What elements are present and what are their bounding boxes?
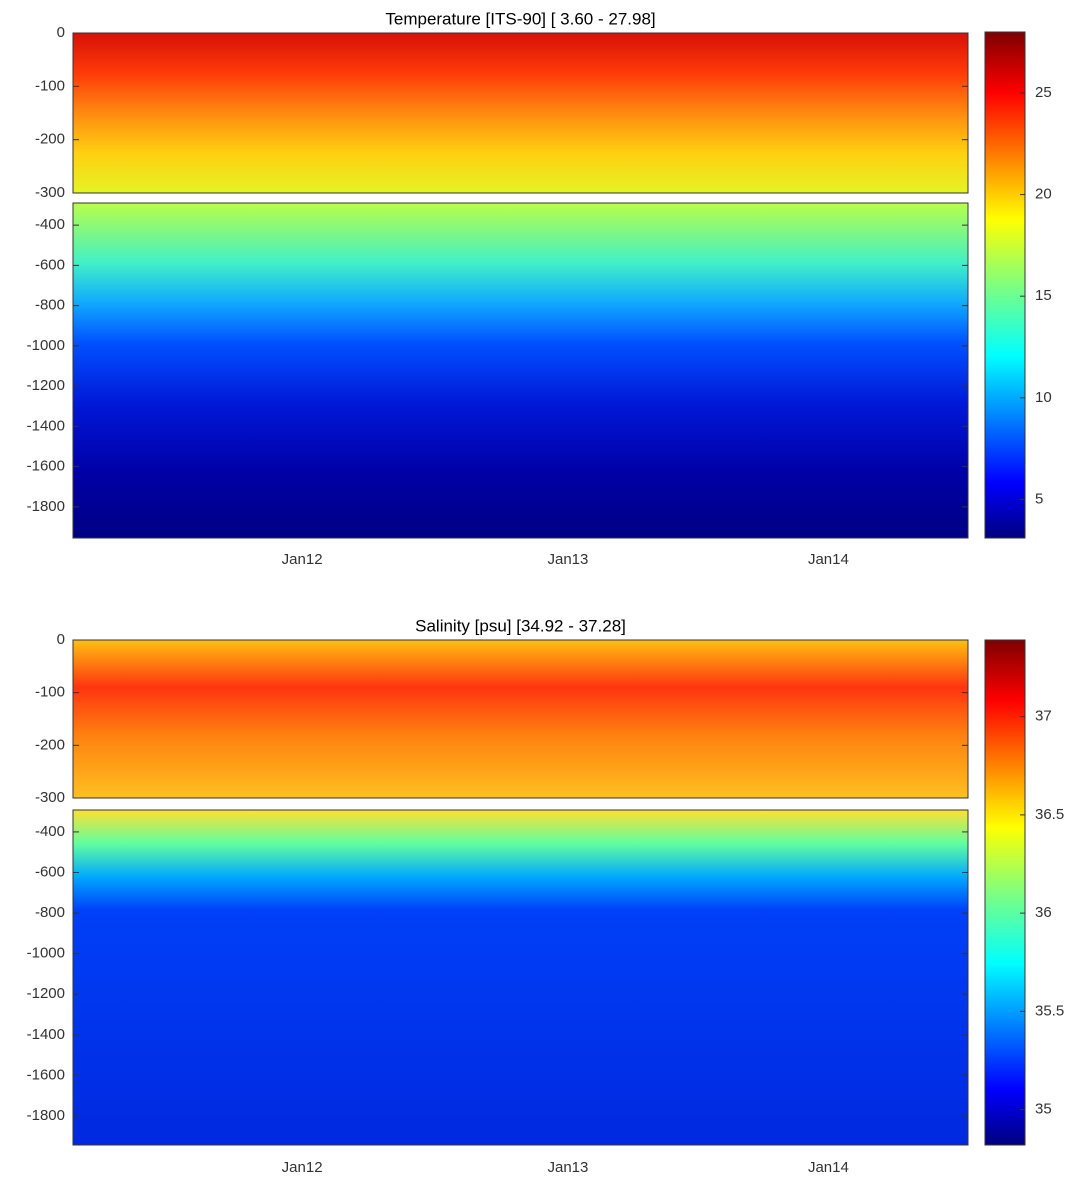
colorbar-tick-label: 25	[1035, 84, 1052, 101]
y-tick-label: -1400	[27, 417, 65, 434]
colorbar-tick-label: 35	[1035, 1101, 1052, 1118]
y-tick-label: -600	[35, 863, 65, 880]
field-upper	[73, 640, 968, 798]
colorbar-tick-label: 20	[1035, 186, 1052, 203]
colorbar-tick-label: 15	[1035, 287, 1052, 304]
y-tick-label: -1200	[27, 985, 65, 1002]
y-tick-label: -100	[35, 684, 65, 701]
colorbar-tick-label: 10	[1035, 389, 1052, 406]
y-tick-label: -300	[35, 789, 65, 806]
y-tick-label: -800	[35, 297, 65, 314]
y-tick-label: -400	[35, 216, 65, 233]
axes-box	[72, 202, 969, 539]
y-tick-label: -100	[35, 77, 65, 94]
colorbar-tick-label: 35.5	[1035, 1002, 1064, 1019]
x-tick-label: Jan12	[282, 551, 323, 568]
y-tick-label: -1600	[27, 458, 65, 475]
y-tick-label: -600	[35, 256, 65, 273]
chart-title: Temperature [ITS-90] [ 3.60 - 27.98]	[385, 9, 655, 28]
field-upper	[73, 33, 968, 193]
colorbar-box	[984, 639, 1026, 1146]
colorbar-tick-label: 5	[1035, 490, 1043, 507]
y-tick-label: -1000	[27, 945, 65, 962]
colorbar-tick-label: 37	[1035, 708, 1052, 725]
y-tick-label: -300	[35, 184, 65, 201]
axes-box	[72, 32, 969, 194]
y-tick-label: -1200	[27, 377, 65, 394]
y-tick-label: -400	[35, 823, 65, 840]
y-tick-label: -800	[35, 904, 65, 921]
colorbar-tick-label: 36.5	[1035, 806, 1064, 823]
y-tick-label: -1800	[27, 1107, 65, 1124]
x-tick-label: Jan14	[808, 1159, 849, 1176]
axes-box	[72, 639, 969, 799]
y-tick-label: -1400	[27, 1026, 65, 1043]
field-lower	[73, 203, 968, 538]
y-tick-label: 0	[57, 631, 65, 648]
colorbar-box	[984, 31, 1026, 539]
x-tick-label: Jan13	[547, 1159, 588, 1176]
y-tick-label: -200	[35, 736, 65, 753]
x-tick-label: Jan14	[808, 551, 849, 568]
colorbar-tick-label: 36	[1035, 904, 1052, 921]
y-tick-label: -200	[35, 131, 65, 148]
y-tick-label: -1000	[27, 337, 65, 354]
y-tick-label: -1800	[27, 498, 65, 515]
colorbar	[985, 32, 1025, 538]
y-tick-label: -1600	[27, 1066, 65, 1083]
x-tick-label: Jan13	[547, 551, 588, 568]
axes-box	[72, 809, 969, 1146]
y-tick-label: 0	[57, 24, 65, 41]
chart-title: Salinity [psu] [34.92 - 37.28]	[415, 616, 626, 635]
x-tick-label: Jan12	[282, 1159, 323, 1176]
colorbar	[985, 640, 1025, 1145]
field-lower	[73, 810, 968, 1145]
